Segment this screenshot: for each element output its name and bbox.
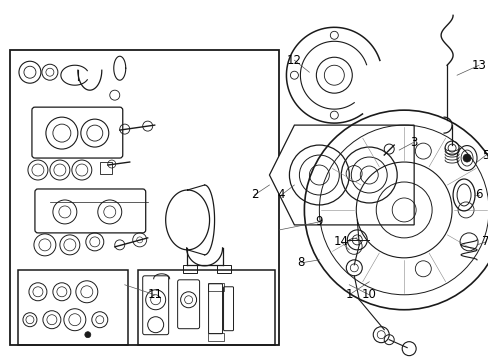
Text: 2: 2 [250,189,258,202]
Bar [207,333,223,341]
Text: 8: 8 [297,256,305,269]
Text: 7: 7 [481,235,488,248]
Bar [207,283,223,291]
FancyBboxPatch shape [208,284,222,334]
Circle shape [462,154,470,162]
FancyBboxPatch shape [223,287,233,331]
Bar [216,265,230,273]
Bar [138,270,275,345]
Circle shape [84,332,91,338]
Polygon shape [269,125,413,225]
Text: 14: 14 [333,235,348,248]
Text: 13: 13 [470,59,486,72]
FancyBboxPatch shape [177,280,199,329]
Text: 9: 9 [315,215,323,228]
Text: 12: 12 [286,54,301,67]
Bar [100,162,112,174]
Text: 6: 6 [474,189,482,202]
Bar [18,270,127,345]
FancyBboxPatch shape [35,189,145,233]
Text: 4: 4 [277,189,285,202]
Text: 10: 10 [361,288,376,301]
Text: 3: 3 [409,136,417,149]
Text: 5: 5 [481,149,488,162]
FancyBboxPatch shape [142,276,168,335]
Bar [10,50,279,345]
Bar [182,265,196,273]
FancyBboxPatch shape [32,107,122,158]
Text: 11: 11 [147,288,162,301]
Text: 1: 1 [345,288,352,301]
